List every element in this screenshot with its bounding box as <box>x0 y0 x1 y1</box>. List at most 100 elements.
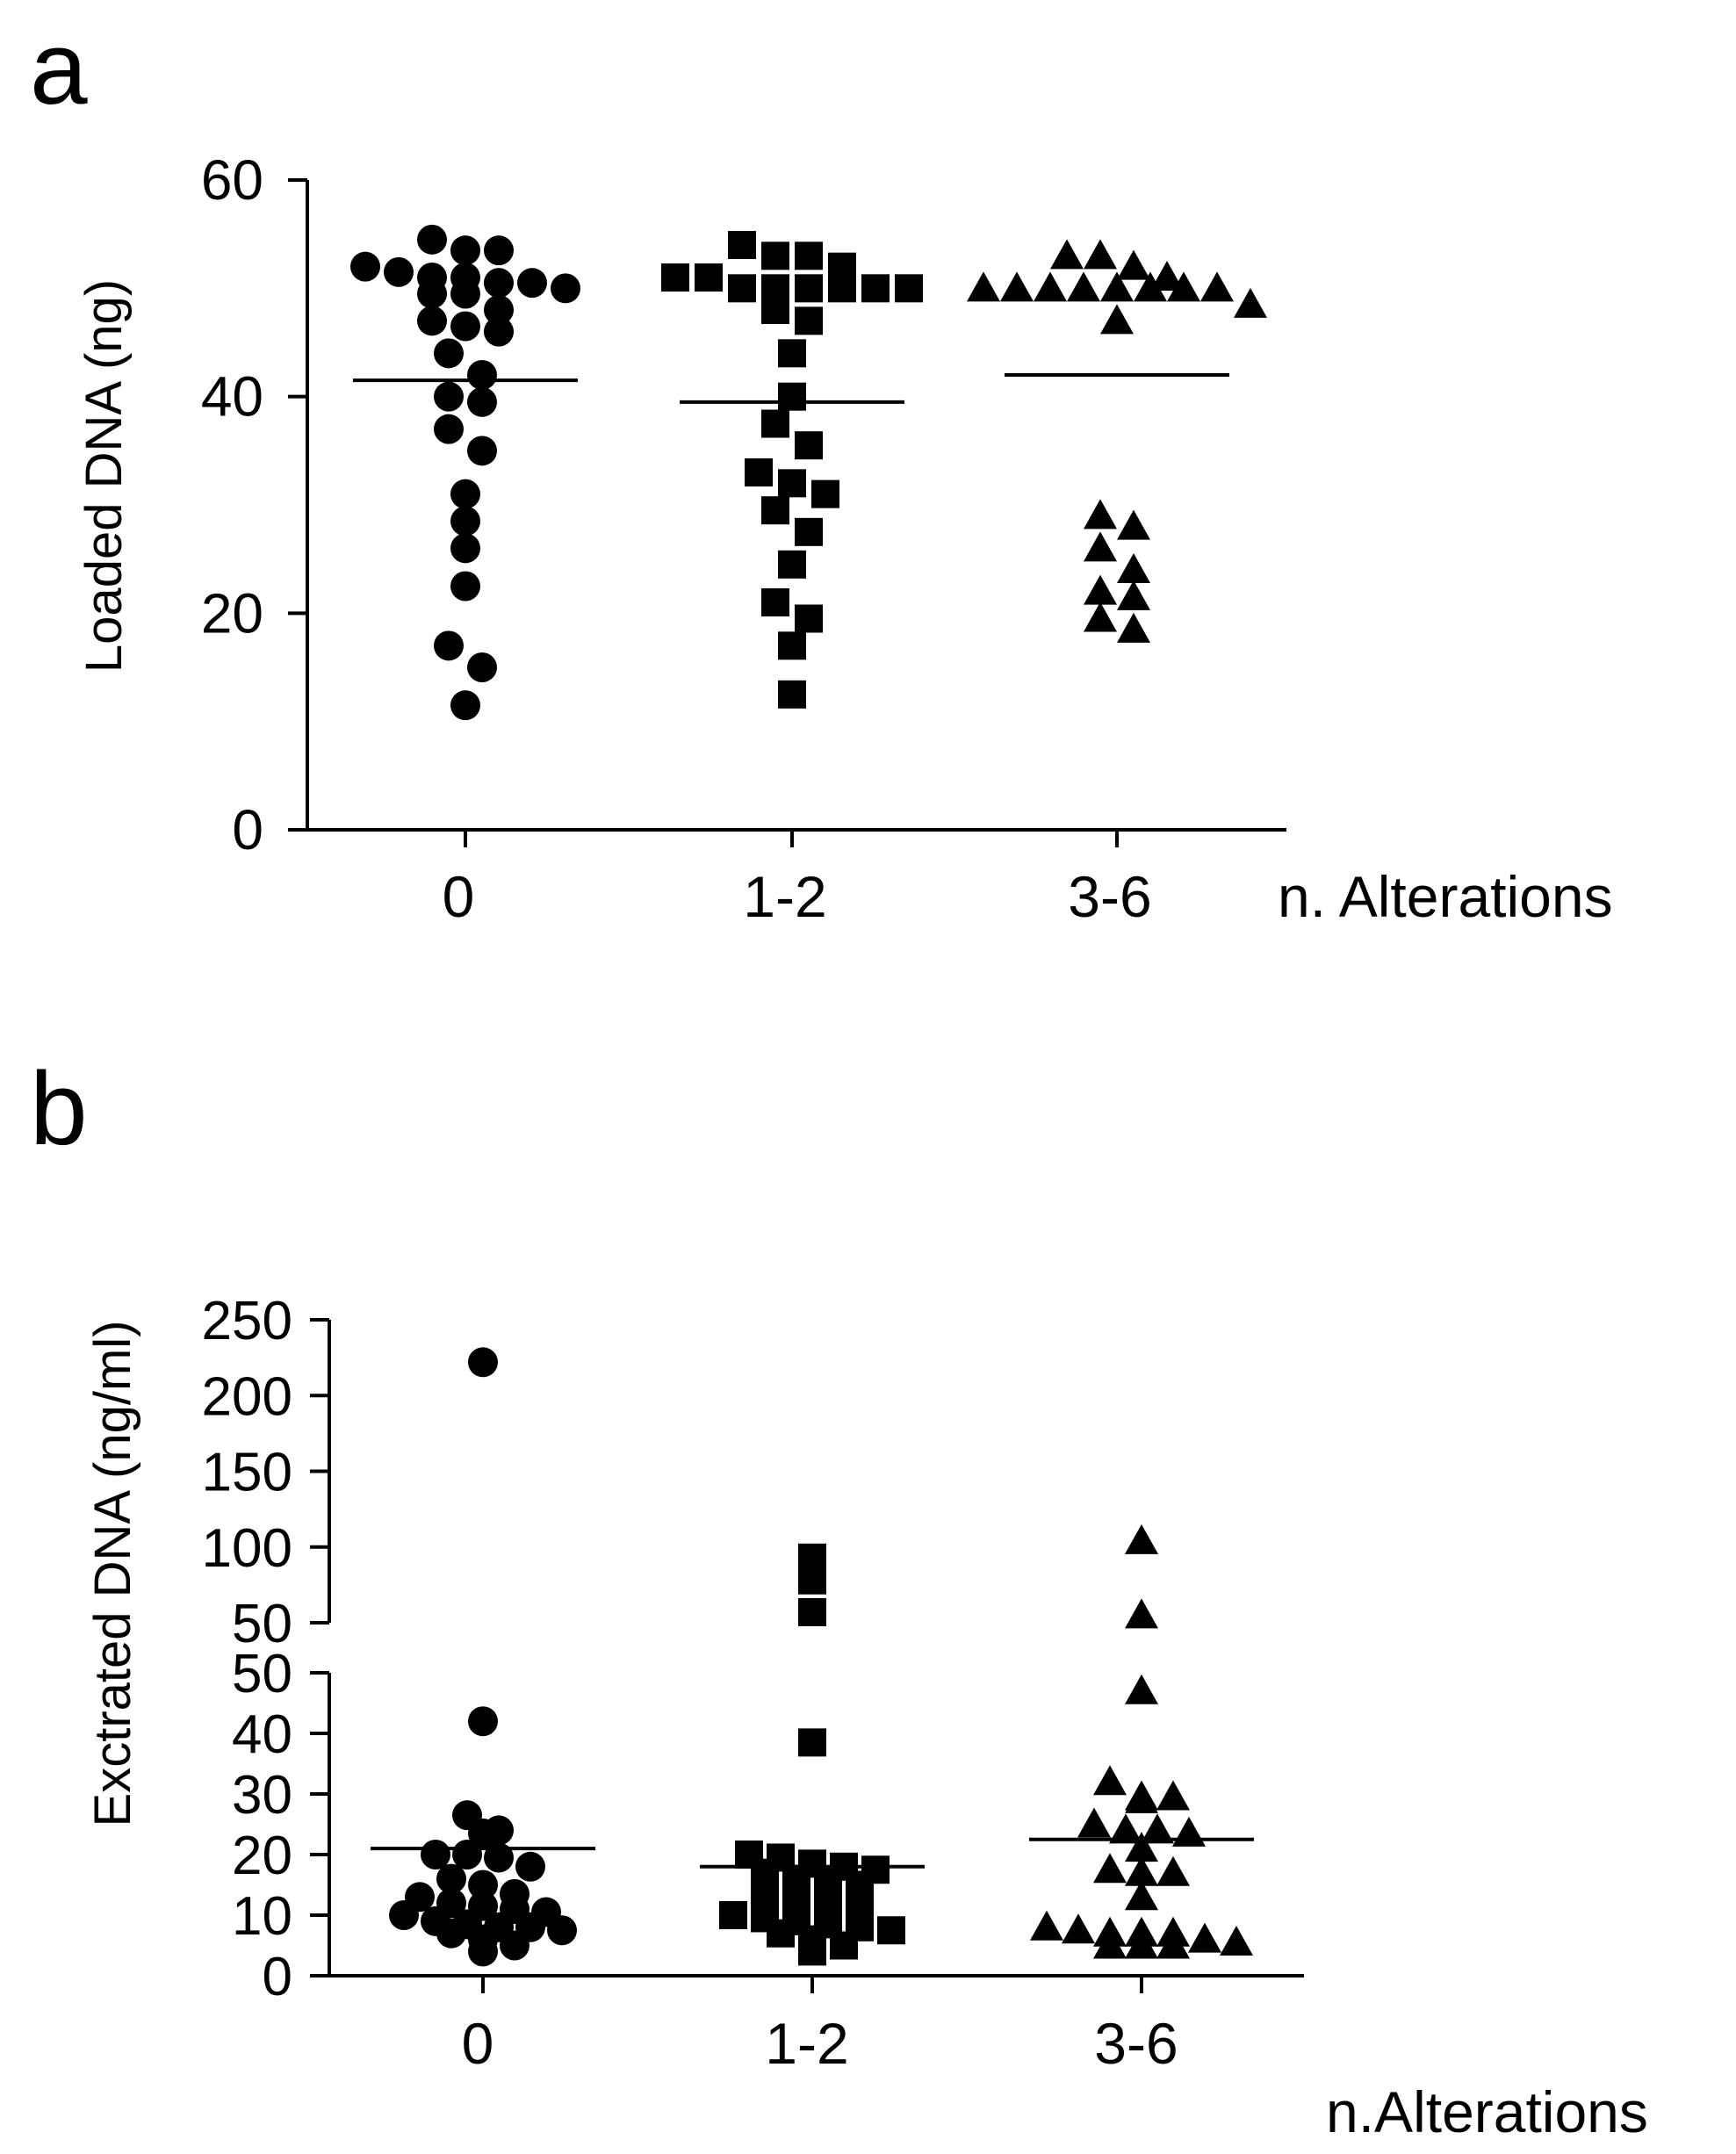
panel-b-point-triangle <box>1093 1853 1127 1884</box>
panel-b-point-square <box>751 1858 779 1887</box>
panel-a-y-axis-title: Loaded DNA (ng) <box>76 279 133 673</box>
panel-a-point-triangle <box>1117 612 1150 643</box>
panel-b-point-triangle <box>1125 1674 1158 1704</box>
panel-b-point-circle <box>484 1842 514 1873</box>
panel-a-point-triangle <box>967 271 1000 302</box>
panel-b-y-tick-label: 20 <box>232 1826 292 1886</box>
panel-a-point-triangle <box>1150 261 1184 291</box>
panel-a-point-square <box>761 588 789 616</box>
panel-a-point-triangle <box>1167 271 1200 302</box>
panel-b-y-tick-label: 50 <box>232 1644 292 1704</box>
panel-b-point-square <box>719 1901 747 1929</box>
panel-a-point-circle <box>417 278 447 309</box>
panel-a-point-triangle <box>1084 531 1117 562</box>
panel-a-point-circle <box>517 268 547 299</box>
panel-a-point-square <box>795 604 823 633</box>
panel-a-point-square <box>778 550 806 579</box>
panel-a-point-circle <box>467 360 497 390</box>
panel-b-point-square <box>798 1728 826 1757</box>
panel-a-point-circle <box>417 224 447 255</box>
panel-a-point-circle <box>450 533 480 564</box>
panel-b-point-circle <box>547 1915 577 1946</box>
panel-a-point-circle <box>434 630 464 661</box>
panel-b-x-category-labels: 0 1-2 3-6 <box>462 1976 1178 2076</box>
panel-b-point-triangle <box>1109 1813 1142 1844</box>
panel-b-point-square <box>814 1868 842 1897</box>
panel-a-point-square <box>661 263 689 292</box>
panel-a-x-tick-label: 3-6 <box>1068 864 1151 929</box>
panel-a-data-points <box>350 224 1267 721</box>
panel-a-point-triangle <box>1067 271 1100 302</box>
panel-a-x-tick-label: 0 <box>443 864 475 929</box>
panel-a-point-triangle <box>1100 271 1134 302</box>
panel-b-point-circle <box>468 1347 498 1378</box>
panel-a-point-circle <box>484 268 514 299</box>
panel-a-point-triangle <box>1234 287 1267 318</box>
panel-a-x-axis-title: n. Alterations <box>1278 864 1613 929</box>
panel-a-point-square <box>778 469 806 498</box>
panel-b-point-triangle <box>1030 1910 1063 1941</box>
panel-b-point-square <box>846 1870 874 1899</box>
panel-a-point-circle <box>551 273 580 304</box>
panel-b-y-tick-label: 150 <box>202 1443 292 1503</box>
panel-a-point-triangle <box>1084 239 1117 270</box>
panel-a-point-square <box>811 479 839 508</box>
panel-a-point-triangle <box>1117 249 1150 280</box>
panel-b-y-tick-label: 50 <box>232 1594 292 1654</box>
panel-b-point-triangle <box>1156 1780 1190 1811</box>
panel-b-point-triangle <box>1125 1783 1158 1813</box>
panel-a-point-triangle <box>1084 499 1117 529</box>
panel-b-point-circle <box>468 1936 498 1967</box>
panel-b-y-axis-title: Exctrated DNA (ng/ml) <box>84 1321 141 1827</box>
panel-a-point-square <box>761 296 789 324</box>
panel-b-point-triangle <box>1156 1855 1190 1886</box>
panel-b-y-tick-label: 250 <box>202 1291 292 1351</box>
panel-a-y-tick-label: 20 <box>201 581 263 645</box>
panel-b-point-circle <box>452 1840 482 1869</box>
panel-b-point-triangle <box>1125 1928 1158 1959</box>
panel-a-point-square <box>795 274 823 303</box>
panel-b-label: b <box>30 1051 88 1167</box>
panel-a-point-triangle <box>1134 271 1167 302</box>
panel-a-point-square <box>728 274 756 303</box>
panel-a-label: a <box>30 11 88 126</box>
panel-b-point-circle <box>389 1900 419 1930</box>
panel-a-point-circle <box>434 338 464 369</box>
panel-a-point-square <box>761 409 789 438</box>
panel-b-point-triangle <box>1125 1598 1158 1629</box>
panel-a-point-triangle <box>1117 580 1150 610</box>
panel-b-point-triangle <box>1172 1816 1206 1847</box>
panel-a-y-ticks: 0 20 40 60 <box>201 148 307 861</box>
panel-b-x-tick-label: 0 <box>462 2011 494 2076</box>
panel-a-y-tick-label: 40 <box>201 365 263 429</box>
panel-a-point-square <box>728 231 756 259</box>
panel-a-point-circle <box>467 436 497 466</box>
panel-a-point-triangle <box>1084 602 1117 632</box>
panel-a-point-square <box>695 263 723 292</box>
panel-a-point-circle <box>434 381 464 412</box>
panel-a-point-square <box>745 458 773 486</box>
panel-b-point-circle <box>468 1706 498 1737</box>
panel-b-point-square <box>798 1566 826 1595</box>
panel-b-point-triangle <box>1125 1832 1158 1862</box>
panel-a-point-square <box>761 241 789 270</box>
panel-b-point-triangle <box>1077 1807 1111 1838</box>
panel-b-x-axis-title: n.Alterations <box>1326 2079 1648 2144</box>
panel-a-point-circle <box>350 251 380 282</box>
panel-a-point-triangle <box>1000 271 1034 302</box>
panel-a-point-square <box>861 274 890 303</box>
panel-b-point-circle <box>436 1918 466 1949</box>
panel-b-point-circle <box>468 1818 498 1848</box>
panel-a-point-circle <box>484 316 514 347</box>
panel-b-point-triangle <box>1125 1524 1158 1554</box>
panel-a-point-circle <box>467 652 497 682</box>
panel-a-point-triangle <box>1200 271 1234 302</box>
panel-b-y-tick-label: 40 <box>232 1704 292 1765</box>
panel-a-point-square <box>795 241 823 270</box>
panel-a-point-triangle <box>1034 271 1067 302</box>
panel-b-y-tick-label: 30 <box>232 1765 292 1826</box>
panel-b-point-triangle <box>1062 1913 1095 1944</box>
panel-a-point-circle <box>450 479 480 509</box>
